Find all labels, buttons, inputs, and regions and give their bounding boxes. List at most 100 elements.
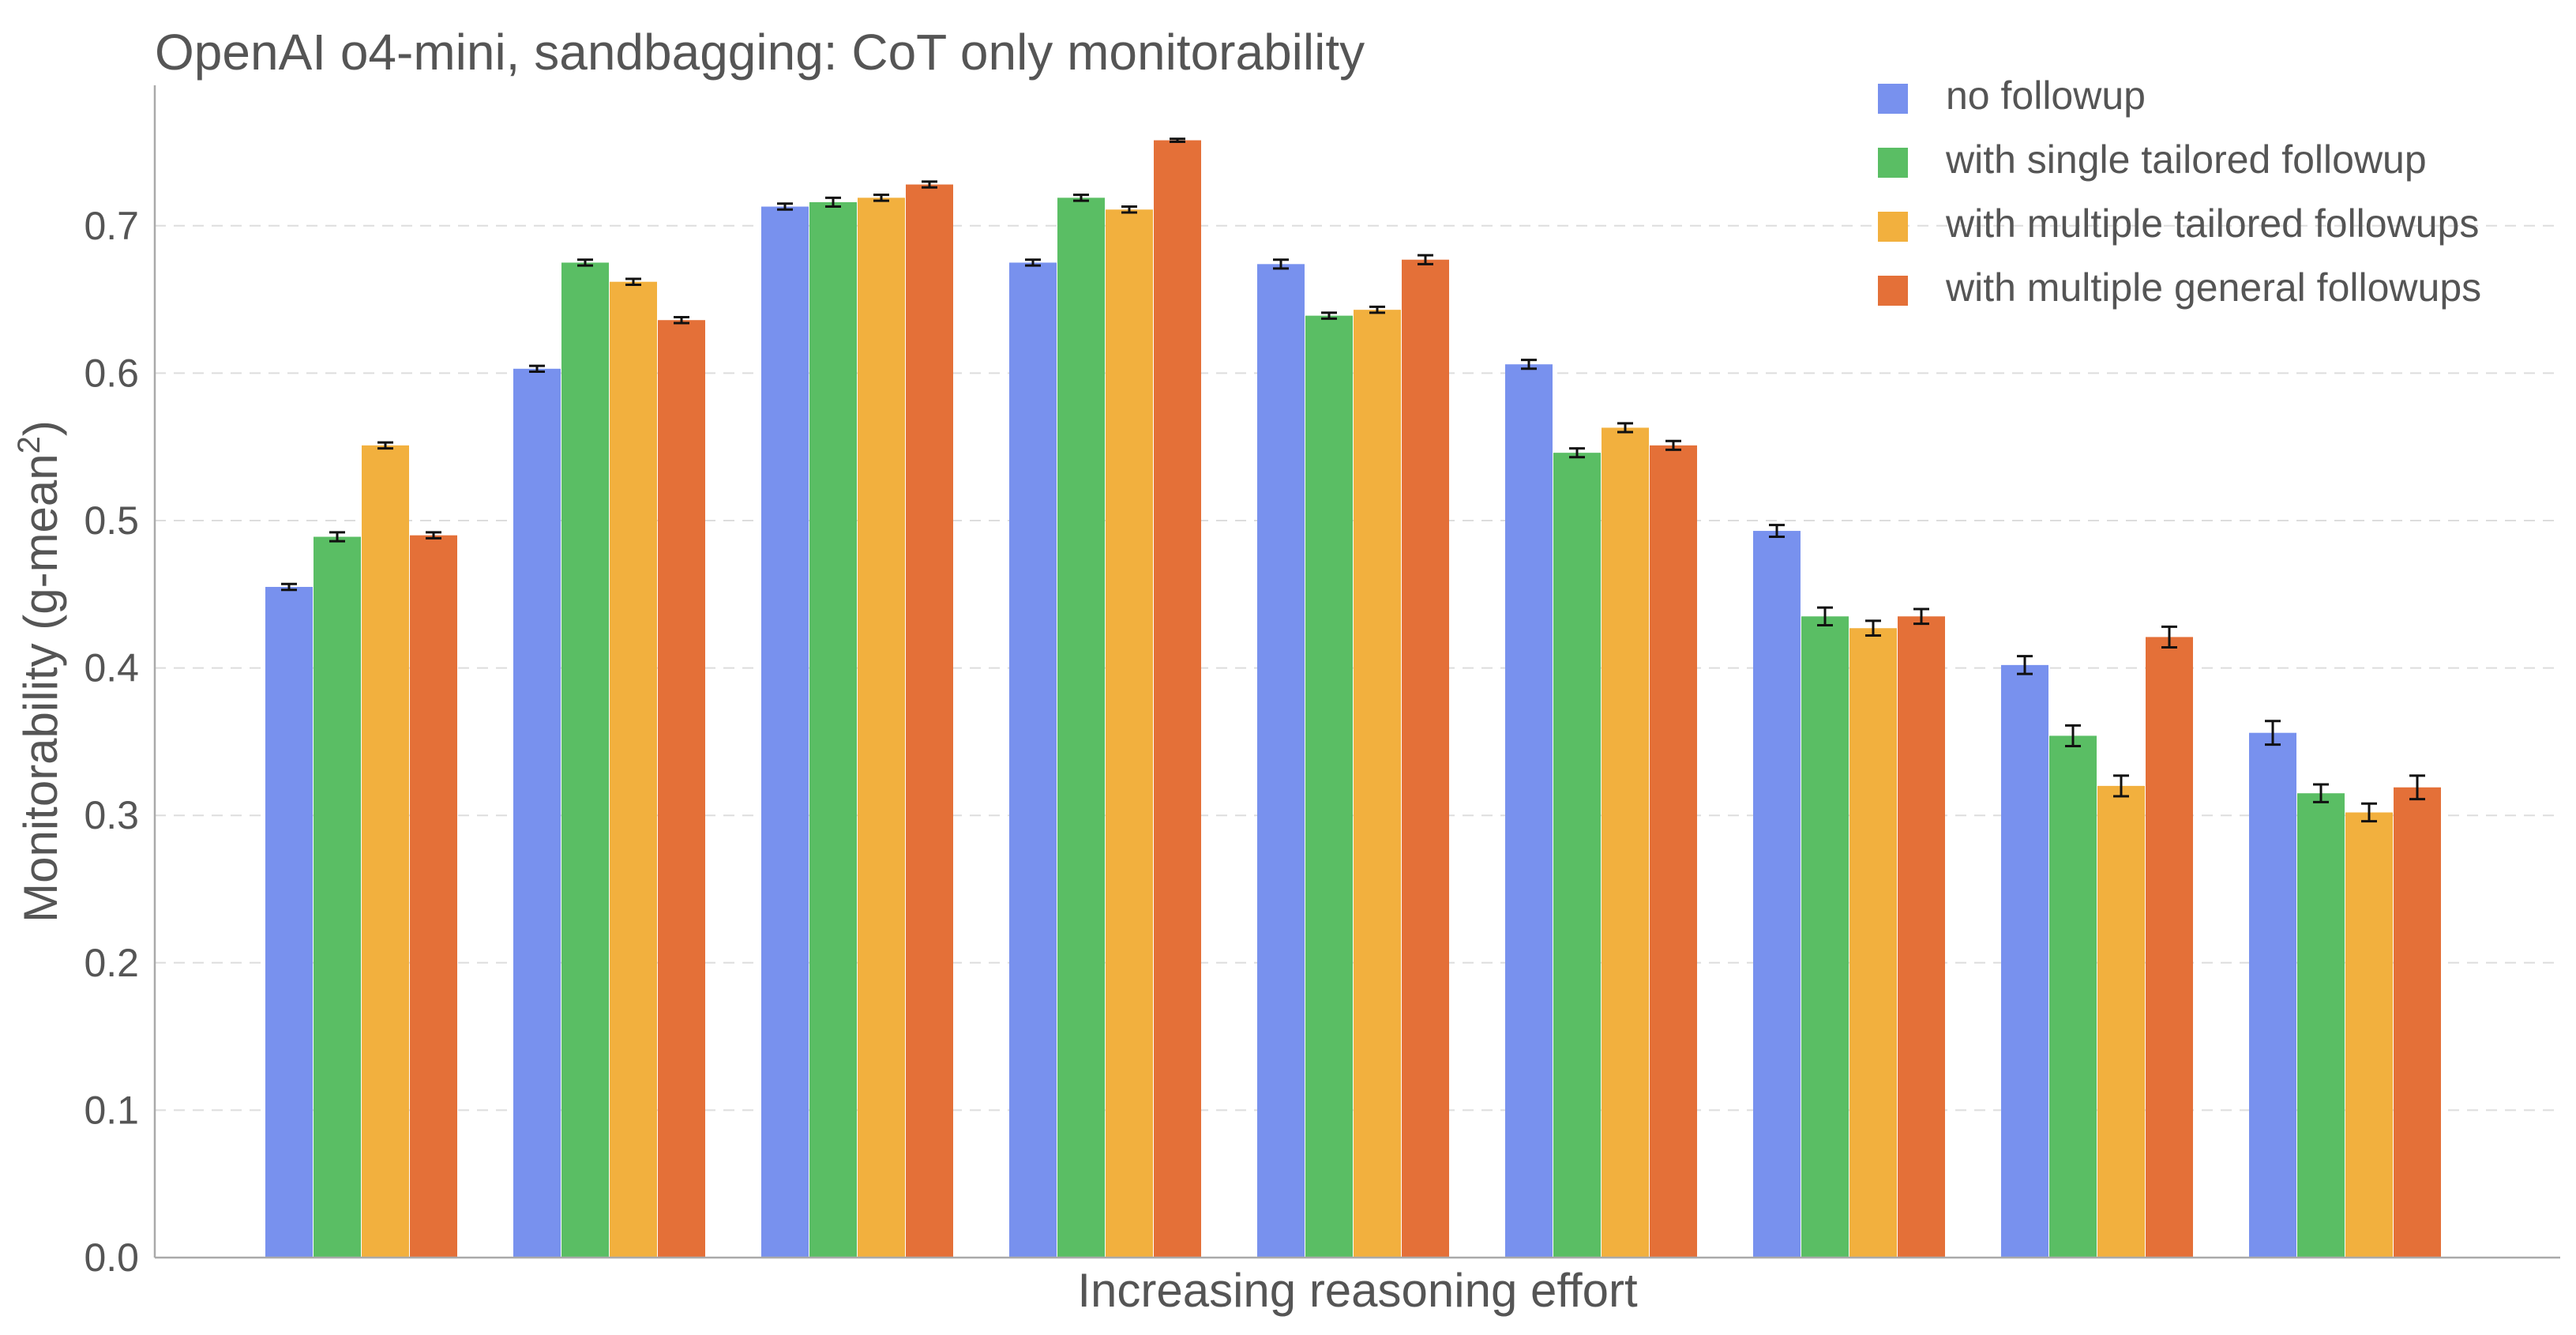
bar (1753, 531, 1801, 1258)
error-bar (2065, 724, 2081, 747)
legend-item: with multiple general followups (1878, 265, 2481, 310)
y-axis-ticks: 0.0 0.1 0.2 0.3 0.4 0.5 0.6 0.7 (84, 204, 139, 1280)
bar (2394, 787, 2441, 1258)
error-bar (1369, 305, 1385, 314)
bar (1650, 445, 1697, 1258)
error-bar (674, 315, 689, 325)
y-axis-label-superscript: 2 (12, 436, 47, 453)
error-bar (2361, 802, 2377, 823)
bar (2001, 664, 2048, 1258)
y-tick-label: 0.2 (84, 941, 139, 985)
y-tick-label: 0.4 (84, 646, 139, 690)
error-bar (625, 277, 641, 286)
error-bar (2265, 720, 2281, 746)
error-bar (1769, 524, 1785, 539)
legend-label: with single tailored followup (1945, 137, 2427, 182)
bar (561, 262, 609, 1258)
bar (2345, 812, 2393, 1258)
bar (1009, 262, 1057, 1258)
error-bar (329, 531, 345, 543)
error-bar (1521, 359, 1537, 370)
bar (410, 535, 457, 1258)
error-bar (1617, 422, 1633, 434)
error-bar (1913, 607, 1929, 626)
error-bar (1273, 258, 1289, 270)
y-tick-label: 0.0 (84, 1235, 139, 1280)
legend-label: with multiple general followups (1945, 265, 2481, 310)
error-bar (2161, 625, 2177, 649)
error-bar (873, 194, 889, 202)
error-bar (922, 180, 937, 189)
bar (265, 586, 313, 1258)
bar (858, 197, 905, 1258)
bar (1801, 616, 1849, 1258)
error-bar (1418, 254, 1433, 265)
y-tick-label: 0.1 (84, 1088, 139, 1132)
bar (2097, 785, 2145, 1258)
error-bar (1073, 194, 1089, 202)
bar (1602, 427, 1649, 1258)
bar (1898, 616, 1945, 1258)
bar (906, 184, 953, 1258)
error-bar (377, 441, 393, 450)
error-bar (1121, 205, 1137, 214)
bar (1553, 453, 1601, 1258)
error-bar (281, 582, 297, 592)
bar (1849, 628, 1897, 1258)
bar (1354, 310, 1401, 1258)
error-bar (777, 202, 793, 211)
x-axis-label: Increasing reasoning effort (1077, 1264, 1638, 1317)
bar (1305, 315, 1353, 1258)
bar (314, 536, 361, 1258)
error-bar (1025, 258, 1041, 267)
legend-item: no followup (1878, 73, 2146, 118)
bar (809, 201, 857, 1258)
legend-item: with multiple tailored followups (1878, 201, 2479, 246)
error-bar (1569, 447, 1585, 459)
bar (2297, 793, 2345, 1258)
error-bar (1817, 606, 1833, 626)
bar (1154, 140, 1201, 1258)
error-bar (1170, 137, 1185, 143)
bar (1505, 364, 1553, 1258)
bar (1402, 259, 1449, 1258)
bar (2249, 732, 2296, 1258)
error-bar (2017, 655, 2033, 675)
bar (1106, 209, 1153, 1258)
error-bar (529, 364, 545, 374)
error-bar (577, 258, 593, 267)
y-tick-label: 0.5 (84, 498, 139, 543)
bar (2146, 637, 2193, 1258)
y-tick-label: 0.7 (84, 204, 139, 248)
error-bar (1665, 439, 1681, 451)
error-bar (2409, 774, 2425, 801)
error-bar (825, 196, 841, 209)
legend-swatch (1878, 84, 1908, 114)
legend: no followup with single tailored followup… (1878, 73, 2481, 310)
legend-label: with multiple tailored followups (1945, 201, 2479, 246)
error-bars (281, 137, 2425, 823)
error-bar (426, 531, 441, 540)
bar (761, 206, 809, 1258)
error-bar (2313, 783, 2329, 803)
bar (1057, 197, 1105, 1258)
y-tick-label: 0.6 (84, 351, 139, 395)
chart-title: OpenAI o4-mini, sandbagging: CoT only mo… (155, 24, 1365, 81)
legend-swatch (1878, 148, 1908, 178)
error-bar (2113, 774, 2129, 798)
bar (362, 445, 409, 1258)
legend-swatch (1878, 276, 1908, 306)
error-bar (1321, 311, 1337, 320)
bar (2049, 735, 2097, 1258)
bar (610, 281, 657, 1258)
error-bar (1865, 619, 1881, 637)
bar (1257, 264, 1305, 1258)
bar (513, 368, 561, 1258)
y-tick-label: 0.3 (84, 793, 139, 837)
bars (265, 140, 2441, 1258)
y-axis-label: Monitorability (g-mean2) (12, 420, 67, 923)
bar (658, 320, 705, 1258)
legend-label: no followup (1946, 73, 2146, 118)
legend-swatch (1878, 212, 1908, 242)
